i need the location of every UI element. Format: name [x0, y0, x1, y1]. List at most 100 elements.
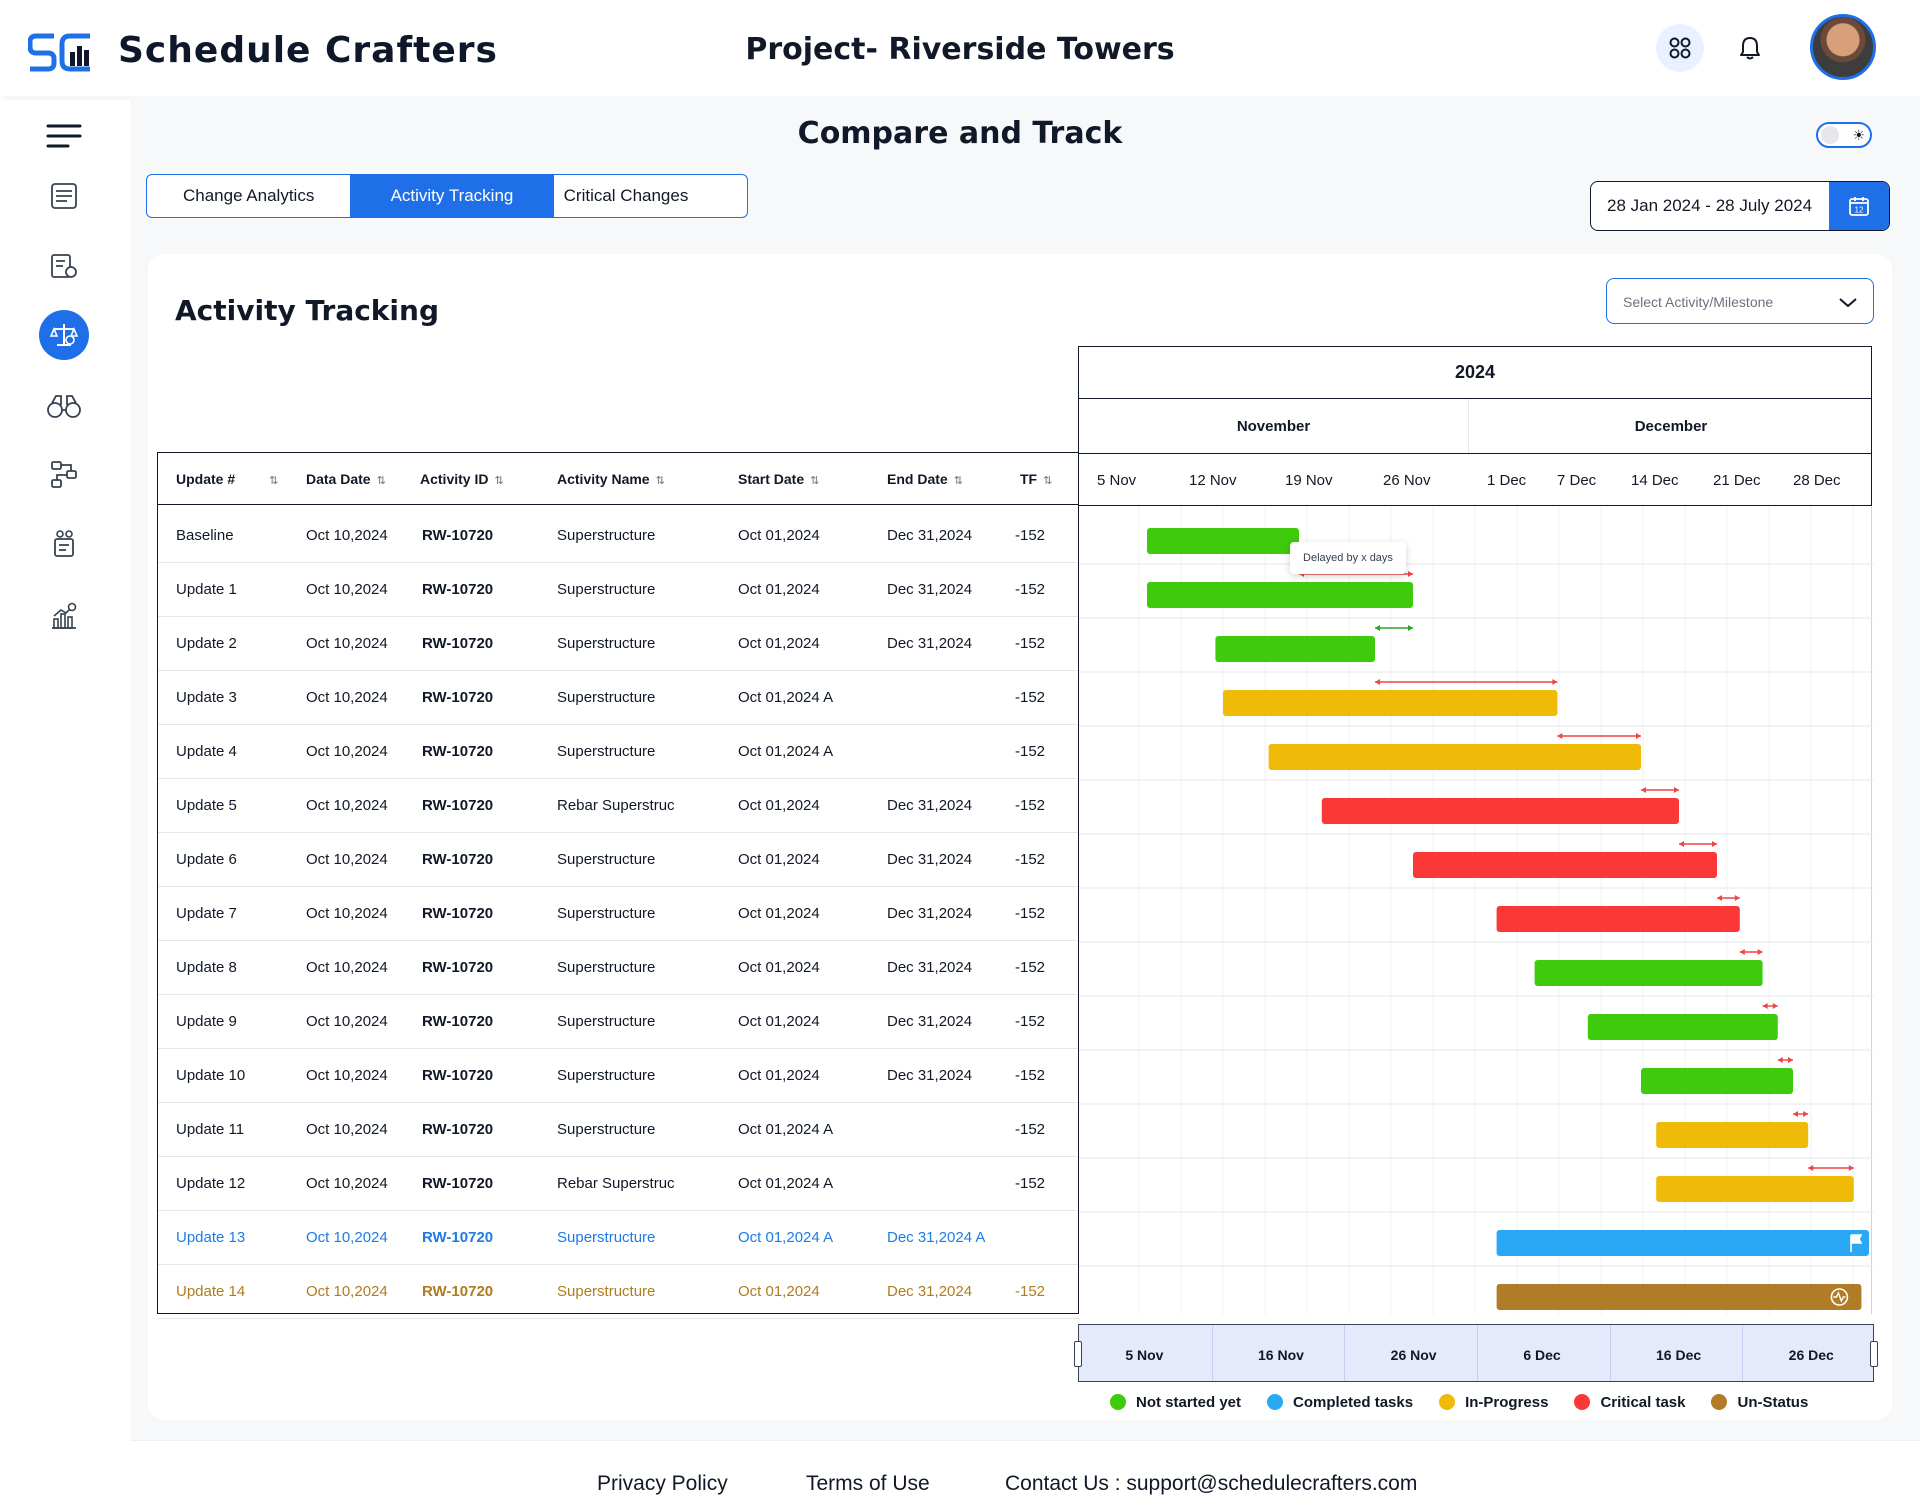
gantt-bar[interactable]	[1215, 636, 1375, 662]
gantt-bar[interactable]	[1496, 906, 1740, 932]
cell-end-date: Dec 31,2024	[887, 1013, 973, 1030]
table-row[interactable]: Update 9 Oct 10,2024 RW-10720 Superstructur…	[158, 995, 1080, 1049]
date-range-picker[interactable]: 28 Jan 2024 - 28 July 2024 12	[1590, 181, 1890, 231]
cell-activity-name: Superstructure	[557, 581, 656, 598]
table-row[interactable]: Baseline Oct 10,2024 RW-10720 Superstructur…	[158, 509, 1080, 563]
settings-sheet-icon[interactable]	[42, 244, 86, 288]
table-row[interactable]: Update 3 Oct 10,2024 RW-10720 Superstructur…	[158, 671, 1080, 725]
gantt-chart	[1078, 506, 1873, 1314]
cell-activity-id: RW-10720	[422, 905, 494, 922]
cell-tf: -152	[1015, 1121, 1046, 1138]
activity-select[interactable]: Select Activity/Milestone	[1606, 278, 1874, 324]
hamburger-icon[interactable]	[42, 114, 86, 158]
cell-start-date: Oct 01,2024	[738, 635, 820, 652]
gantt-week-label: 19 Nov	[1285, 472, 1333, 489]
delay-arrowtail	[1679, 841, 1684, 847]
cell-tf: -152	[1015, 1067, 1046, 1084]
cell-start-date: Oct 01,2024 A	[738, 1229, 834, 1246]
gantt-bar[interactable]	[1641, 1068, 1793, 1094]
terms-of-use-link[interactable]: Terms of Use	[806, 1472, 930, 1495]
gantt-bar[interactable]	[1656, 1176, 1854, 1202]
table-row[interactable]: Update 6 Oct 10,2024 RW-10720 Superstructur…	[158, 833, 1080, 887]
table-row[interactable]: Update 7 Oct 10,2024 RW-10720 Superstructur…	[158, 887, 1080, 941]
theme-toggle[interactable]: ☀	[1816, 122, 1872, 148]
table-row[interactable]: Update 14 Oct 10,2024 RW-10720 Superstructu…	[158, 1265, 1080, 1319]
tab-change-analytics[interactable]: Change Analytics	[182, 186, 315, 205]
logo-icon[interactable]	[28, 30, 96, 74]
gantt-weeks: 5 Nov 12 Nov 19 Nov 26 Nov 1 Dec 7 Dec 14 Dec 2…	[1079, 453, 1871, 507]
table-row[interactable]: Update 4 Oct 10,2024 RW-10720 Superstructur…	[158, 725, 1080, 779]
gantt-bar[interactable]	[1321, 798, 1679, 824]
timeline-scroller[interactable]: 5 Nov 16 Nov 26 Nov 6 Dec 16 Dec 26 Dec	[1074, 1324, 1878, 1382]
gantt-bar[interactable]	[1587, 1014, 1778, 1040]
delay-arrowhead	[1552, 679, 1558, 685]
contact-us-link[interactable]: Contact Us : support@schedulecrafters.co…	[1005, 1472, 1418, 1495]
cell-end-date: Dec 31,2024	[887, 851, 973, 868]
gantt-svg	[1079, 506, 1873, 1314]
gantt-week-label: 1 Dec	[1487, 472, 1527, 489]
delay-arrowtail	[1375, 625, 1380, 631]
delay-arrowtail	[1739, 949, 1745, 955]
table-row[interactable]: Update 8 Oct 10,2024 RW-10720 Superstructur…	[158, 941, 1080, 995]
cell-update: Baseline	[176, 527, 234, 544]
scroller-right-handle[interactable]	[1870, 1341, 1878, 1367]
scroller-left-handle[interactable]	[1074, 1341, 1082, 1367]
delay-arrowtail	[1793, 1111, 1798, 1117]
cell-tf: -152	[1015, 959, 1046, 976]
privacy-policy-link[interactable]: Privacy Policy	[597, 1472, 728, 1495]
workflow-icon[interactable]	[42, 452, 86, 496]
table-row[interactable]: Update 5 Oct 10,2024 RW-10720 Rebar Superst…	[158, 779, 1080, 833]
chevron-down-icon	[1839, 298, 1857, 308]
cell-start-date: Oct 01,2024	[738, 1067, 820, 1084]
gantt-bar[interactable]	[1534, 960, 1763, 986]
col-update[interactable]: Update # ⇅	[176, 471, 279, 487]
report-people-icon[interactable]	[42, 522, 86, 566]
col-activity-id[interactable]: Activity ID ⇅	[420, 471, 504, 487]
cell-activity-id: RW-10720	[422, 635, 494, 652]
col-data-date[interactable]: Data Date ⇅	[306, 471, 386, 487]
table-row[interactable]: Update 12 Oct 10,2024 RW-10720 Rebar Supers…	[158, 1157, 1080, 1211]
analytics-chart-icon[interactable]	[42, 594, 86, 638]
gantt-bar[interactable]	[1496, 1284, 1862, 1310]
cell-data-date: Oct 10,2024	[306, 527, 388, 544]
compare-scale-icon[interactable]	[39, 310, 89, 360]
table-row[interactable]: Update 10 Oct 10,2024 RW-10720 Superstructu…	[158, 1049, 1080, 1103]
tab-critical-changes[interactable]: Critical Changes	[563, 186, 689, 205]
legend-in-progress: In-Progress	[1439, 1394, 1548, 1411]
gantt-bar[interactable]	[1223, 690, 1558, 716]
toggle-knob	[1821, 126, 1839, 144]
scroller-divider	[1344, 1325, 1346, 1381]
tab-bar: Change Analytics Activity Tracking Criti…	[146, 174, 748, 218]
cell-activity-name: Superstructure	[557, 743, 656, 760]
user-avatar[interactable]	[1810, 14, 1876, 80]
svg-text:12: 12	[1855, 206, 1864, 215]
calendar-icon: 12	[1849, 197, 1869, 216]
notifications-button[interactable]	[1730, 28, 1770, 68]
col-end-date[interactable]: End Date ⇅	[887, 471, 963, 487]
sun-icon: ☀	[1852, 127, 1865, 143]
col-start-date[interactable]: Start Date ⇅	[738, 471, 820, 487]
gantt-bar[interactable]	[1147, 582, 1413, 608]
table-row[interactable]: Update 11 Oct 10,2024 RW-10720 Superstructu…	[158, 1103, 1080, 1157]
col-activity-name[interactable]: Activity Name ⇅	[557, 471, 665, 487]
footer	[130, 1440, 1920, 1508]
gantt-week-label: 26 Nov	[1383, 472, 1431, 489]
cell-activity-id: RW-10720	[422, 1283, 494, 1300]
gantt-bar[interactable]	[1268, 744, 1641, 770]
tab-activity-tracking[interactable]: Activity Tracking	[350, 175, 554, 217]
delay-arrowhead	[1636, 733, 1641, 739]
gantt-bar[interactable]	[1413, 852, 1717, 878]
schedule-list-icon[interactable]	[42, 174, 86, 218]
table-row[interactable]: Update 13 Oct 10,2024 RW-10720 Superstructu…	[158, 1211, 1080, 1265]
apps-button[interactable]	[1656, 24, 1704, 72]
scroller-divider	[1609, 1325, 1611, 1381]
binoculars-icon[interactable]	[42, 384, 86, 428]
gantt-bar[interactable]	[1147, 528, 1299, 554]
gantt-bar[interactable]	[1656, 1122, 1809, 1148]
col-tf[interactable]: TF ⇅	[1020, 471, 1053, 487]
table-row[interactable]: Update 2 Oct 10,2024 RW-10720 Superstructur…	[158, 617, 1080, 671]
calendar-button[interactable]: 12	[1829, 182, 1889, 230]
cell-activity-id: RW-10720	[422, 1229, 494, 1246]
table-row[interactable]: Update 1 Oct 10,2024 RW-10720 Superstructur…	[158, 563, 1080, 617]
gantt-bar[interactable]	[1496, 1230, 1869, 1256]
